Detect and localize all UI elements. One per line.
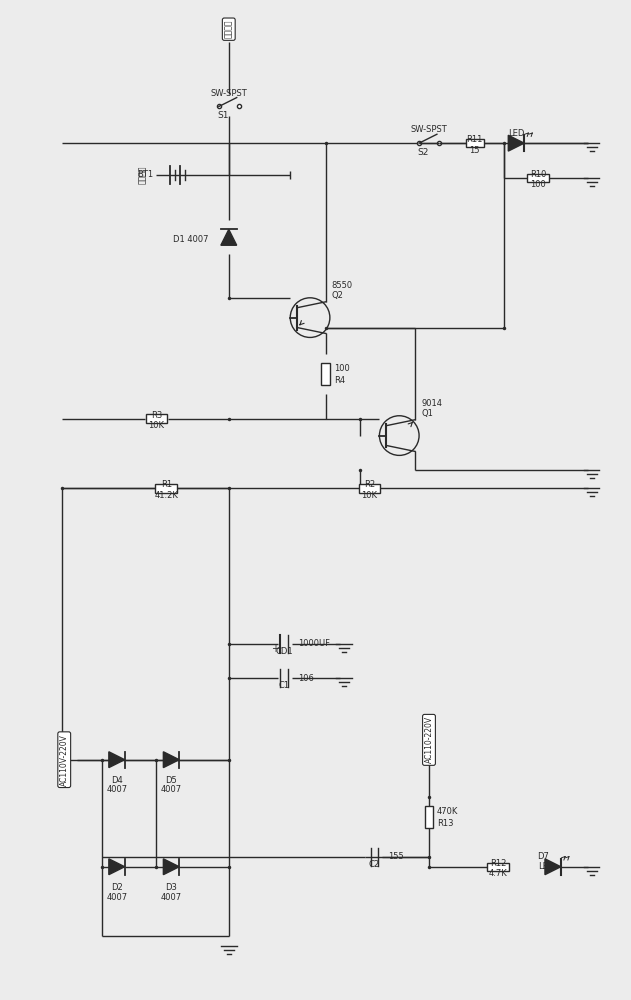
Polygon shape <box>545 859 561 875</box>
Bar <box>155 484 177 493</box>
Bar <box>146 414 167 423</box>
Text: D7: D7 <box>537 852 549 861</box>
Text: R4: R4 <box>334 376 345 385</box>
Text: R1
41.2K: R1 41.2K <box>155 480 179 500</box>
Text: LED: LED <box>508 129 524 138</box>
Text: R12
4.7K: R12 4.7K <box>489 859 508 878</box>
Text: BT1: BT1 <box>138 170 153 179</box>
Text: 充电电池: 充电电池 <box>138 166 146 184</box>
Text: 4007: 4007 <box>161 785 182 794</box>
Text: CD1: CD1 <box>276 647 293 656</box>
Text: R2
10K: R2 10K <box>362 480 377 500</box>
Text: 155: 155 <box>388 852 404 861</box>
Text: 9014: 9014 <box>421 399 442 408</box>
Text: 106: 106 <box>298 674 314 683</box>
Bar <box>321 363 331 385</box>
Text: C2: C2 <box>369 860 380 869</box>
Text: R11
15: R11 15 <box>466 135 483 155</box>
Text: S1: S1 <box>217 111 228 120</box>
Text: AC110-220V: AC110-220V <box>425 716 433 763</box>
Text: C1: C1 <box>279 681 290 690</box>
Text: R13: R13 <box>437 819 454 828</box>
Polygon shape <box>109 859 125 875</box>
Text: SW-SPST: SW-SPST <box>411 125 447 134</box>
Polygon shape <box>109 752 125 768</box>
Bar <box>466 139 483 147</box>
Polygon shape <box>509 135 524 151</box>
Text: AC110V-220V: AC110V-220V <box>60 734 69 786</box>
Text: SW-SPST: SW-SPST <box>210 89 247 98</box>
Bar <box>488 863 509 871</box>
Text: R10
100: R10 100 <box>530 170 546 189</box>
Polygon shape <box>221 229 237 245</box>
Text: S2: S2 <box>417 148 428 157</box>
Text: 4007: 4007 <box>161 893 182 902</box>
Text: +: + <box>271 644 280 654</box>
Text: 1000UF: 1000UF <box>298 639 330 648</box>
Text: D1 4007: D1 4007 <box>174 235 209 244</box>
Text: 其他功能: 其他功能 <box>224 20 233 38</box>
Text: 470K: 470K <box>437 807 458 816</box>
Text: LED: LED <box>538 862 554 871</box>
Polygon shape <box>163 859 179 875</box>
Bar <box>358 484 380 493</box>
Text: D2: D2 <box>111 883 122 892</box>
Text: 100: 100 <box>334 364 350 373</box>
Bar <box>425 806 433 828</box>
Bar <box>527 174 549 182</box>
Text: R3
10K: R3 10K <box>148 411 165 430</box>
Text: D3: D3 <box>165 883 177 892</box>
Text: Q1: Q1 <box>421 409 433 418</box>
Text: D4: D4 <box>111 776 122 785</box>
Text: 4007: 4007 <box>106 893 127 902</box>
Text: Q2: Q2 <box>332 291 344 300</box>
Text: D5: D5 <box>165 776 177 785</box>
Text: 4007: 4007 <box>106 785 127 794</box>
Polygon shape <box>163 752 179 768</box>
Text: 8550: 8550 <box>332 281 353 290</box>
